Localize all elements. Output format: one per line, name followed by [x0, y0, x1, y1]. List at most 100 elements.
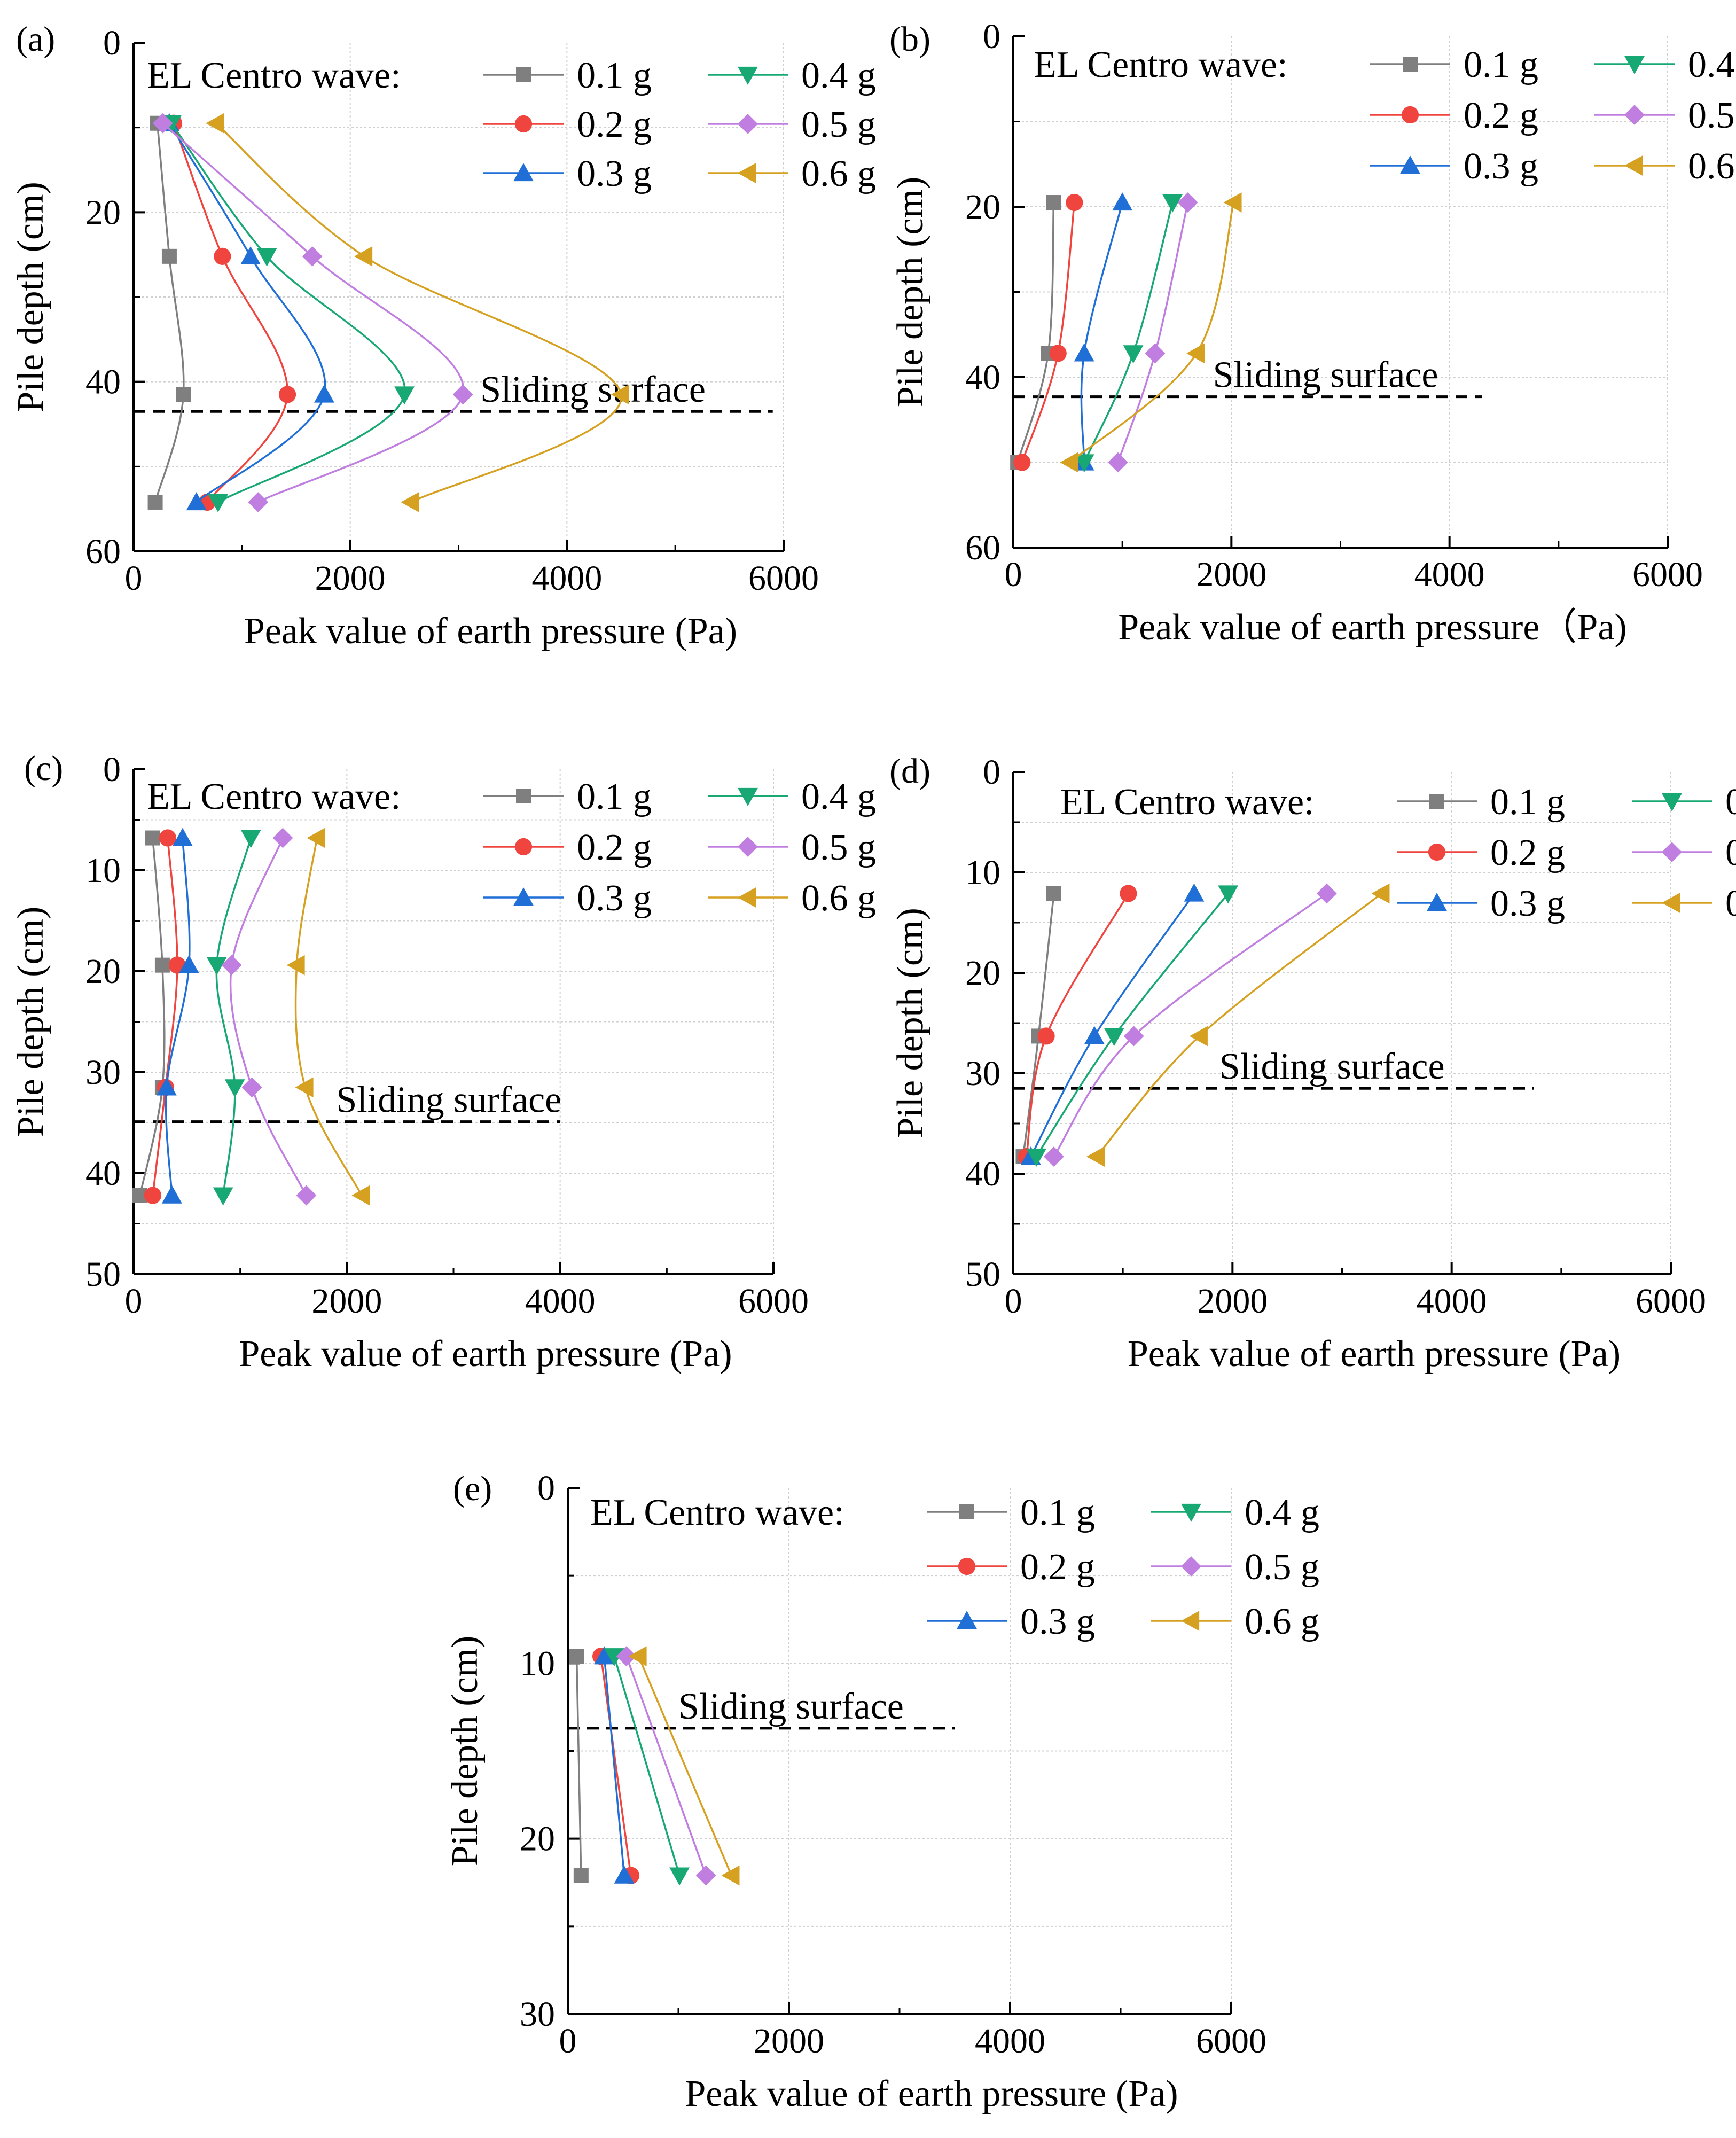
x-tick-label: 4000: [1417, 1282, 1487, 1321]
data-point: [156, 1077, 177, 1096]
sliding-surface-label: Sliding surface: [1213, 355, 1438, 396]
x-tick-label: 2000: [1197, 1282, 1268, 1321]
data-point: [1104, 1028, 1124, 1047]
data-point: [1184, 883, 1205, 902]
data-point: [240, 830, 261, 848]
y-axis-label: Pile depth (cm): [10, 182, 51, 412]
x-tick-label: 2000: [311, 1282, 382, 1321]
legend-entry: 0.5 g: [801, 104, 876, 145]
series-line-01g: [1016, 202, 1055, 463]
legend-swatch-marker: [516, 789, 531, 803]
data-point: [176, 387, 191, 402]
legend-swatch-marker: [513, 887, 534, 906]
data-point: [1218, 885, 1239, 904]
data-point: [147, 494, 163, 510]
y-tick-label: 0: [103, 24, 121, 63]
data-point: [161, 248, 177, 264]
data-point: [354, 246, 373, 267]
legend-title: EL Centro wave:: [1060, 782, 1315, 823]
data-point: [573, 1868, 589, 1883]
series-line-05g: [1117, 202, 1189, 463]
panel-label: (d): [889, 752, 930, 791]
y-tick-label: 20: [85, 193, 121, 232]
data-point: [1177, 192, 1198, 213]
legend-title: EL Centro wave:: [147, 55, 401, 96]
x-axis-label: Peak value of earth pressure（Pa): [1118, 607, 1626, 648]
data-point: [594, 1646, 615, 1665]
data-point: [614, 1865, 635, 1884]
data-point: [248, 492, 269, 512]
y-tick-label: 30: [965, 1054, 1000, 1093]
y-tick-label: 40: [85, 363, 121, 402]
x-tick-label: 0: [125, 1282, 143, 1321]
data-point: [302, 246, 323, 267]
y-axis-label: Pile depth (cm): [890, 908, 931, 1138]
legend-swatch-marker: [738, 787, 758, 806]
legend-entry: 0.2 g: [577, 104, 652, 145]
y-tick-label: 10: [520, 1644, 555, 1683]
x-tick-label: 6000: [748, 559, 819, 598]
data-point: [1112, 192, 1133, 211]
legend-swatch-marker: [1181, 1556, 1201, 1577]
data-point: [272, 828, 293, 848]
data-point: [1026, 1148, 1046, 1167]
data-point: [314, 384, 334, 403]
legend-entry: 0.6 g: [1688, 146, 1736, 187]
data-point: [616, 1646, 637, 1667]
data-point: [452, 384, 473, 405]
legend-swatch-marker: [1624, 155, 1643, 176]
x-axis-label: Peak value of earth pressure (Pa): [244, 611, 737, 652]
legend-entry: 0.1 g: [1020, 1492, 1095, 1533]
series-line-06g: [637, 1656, 732, 1876]
data-point: [145, 830, 160, 846]
panel-label: (b): [889, 20, 930, 59]
series-line-03g: [1080, 202, 1123, 463]
legend-swatch-marker: [738, 66, 758, 85]
x-tick-label: 2000: [315, 559, 386, 598]
data-point: [401, 492, 419, 512]
y-tick-label: 0: [983, 753, 1000, 792]
data-point: [144, 1187, 162, 1204]
legend-entry: 0.3 g: [577, 878, 652, 919]
y-tick-label: 20: [965, 954, 1000, 993]
x-tick-label: 2000: [1196, 555, 1266, 594]
data-point: [240, 246, 261, 264]
x-tick-label: 2000: [754, 2022, 824, 2061]
data-point: [1371, 883, 1390, 904]
series-line-03g: [168, 122, 326, 503]
series-line-04g: [1035, 893, 1229, 1157]
data-point: [1223, 192, 1242, 213]
legend-entry: 0.2 g: [1464, 95, 1538, 136]
data-point: [1086, 1146, 1105, 1167]
x-tick-label: 4000: [525, 1282, 596, 1321]
data-point: [154, 957, 170, 973]
data-point: [256, 248, 277, 267]
legend-entry: 0.4 g: [1688, 44, 1736, 85]
legend-swatch-marker: [1429, 794, 1444, 809]
legend-swatch-marker: [957, 1611, 977, 1629]
series-line-03g: [603, 1656, 625, 1876]
legend-entry: 0.1 g: [1490, 782, 1565, 823]
y-tick-label: 60: [965, 528, 1000, 567]
x-tick-label: 0: [125, 559, 143, 598]
series-line-02g: [152, 838, 178, 1196]
legend-swatch-marker: [738, 887, 756, 908]
data-point: [1123, 345, 1144, 364]
data-point: [669, 1867, 690, 1886]
y-tick-label: 20: [520, 1820, 555, 1859]
x-tick-label: 4000: [975, 2022, 1045, 2061]
y-axis-label: Pile depth (cm): [890, 177, 931, 408]
legend-swatch-marker: [513, 163, 534, 182]
legend-entry: 0.6 g: [801, 153, 876, 194]
series-line-02g: [600, 1656, 632, 1876]
chart-panel-a: 0 2000 4000 6000 0 20 40 60 Peak value of earth …: [10, 20, 876, 652]
data-point: [394, 386, 415, 405]
data-point: [1162, 194, 1183, 213]
x-tick-label: 6000: [1632, 555, 1703, 594]
legend-swatch-marker: [1662, 793, 1682, 811]
data-point: [1186, 343, 1205, 364]
series-line-06g: [215, 122, 622, 503]
legend-entry: 0.4 g: [1725, 782, 1736, 823]
x-tick-label: 6000: [1636, 1282, 1706, 1321]
